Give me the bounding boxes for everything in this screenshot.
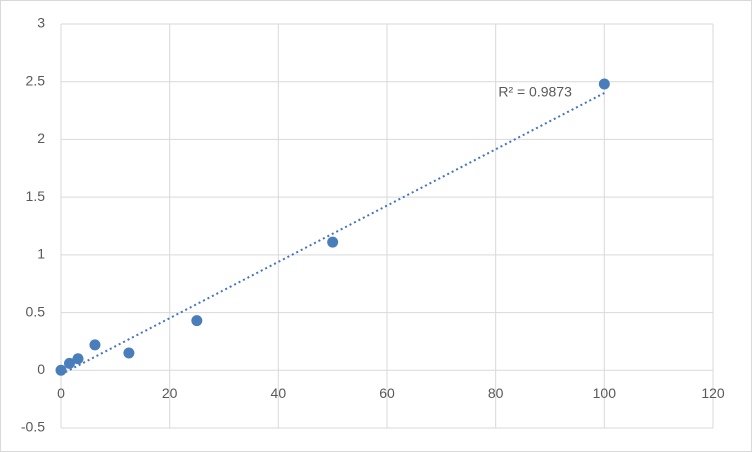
data-point (89, 339, 101, 351)
data-point (191, 315, 203, 327)
data-point (63, 357, 75, 369)
trendline (60, 92, 605, 376)
r-squared-label: R² = 0.9873 (498, 84, 572, 100)
data-point (598, 78, 610, 90)
x-tick-label: 40 (271, 385, 287, 401)
y-tick-label: 0.5 (26, 303, 46, 319)
data-point (55, 364, 67, 376)
data-point (123, 347, 135, 359)
y-tick-label: 2 (37, 130, 45, 146)
x-tick-label: 100 (593, 385, 617, 401)
data-point (327, 236, 339, 248)
y-tick-label: 0 (37, 361, 45, 377)
y-tick-label: 2.5 (26, 72, 46, 88)
x-tick-label: 60 (379, 385, 395, 401)
data-point (72, 353, 84, 365)
x-tick-label: 120 (701, 385, 725, 401)
y-tick-label: -0.5 (21, 419, 45, 435)
y-tick-label: 3 (37, 15, 45, 31)
x-tick-label: 80 (488, 385, 504, 401)
x-tick-label: 0 (57, 385, 65, 401)
x-tick-label: 20 (162, 385, 178, 401)
y-tick-label: 1 (37, 246, 45, 262)
y-tick-label: 1.5 (26, 188, 46, 204)
